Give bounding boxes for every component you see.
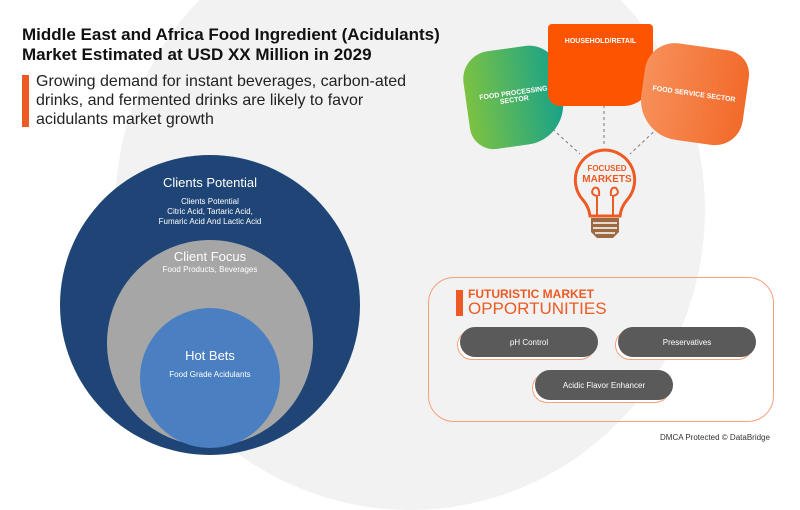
circle-detail: Food Grade Acidulants bbox=[169, 370, 251, 379]
accent-bar bbox=[22, 75, 29, 127]
opportunity-pill: Acidic Flavor Enhancer bbox=[535, 370, 673, 400]
markets-label: MARKETS bbox=[582, 174, 632, 185]
circle-heading: Clients Potential bbox=[163, 175, 257, 190]
opportunity-pill: Preservatives bbox=[618, 327, 756, 357]
market-household-retail: HOUSEHOLD/RETAIL bbox=[548, 24, 653, 106]
focused-label: FOCUSED bbox=[587, 164, 627, 173]
circle-heading: Hot Bets bbox=[185, 348, 235, 363]
opportunity-pill: pH Control bbox=[460, 327, 598, 357]
circle-heading: Client Focus bbox=[173, 249, 247, 264]
circle-detail: Food Products, Beverages bbox=[162, 265, 258, 274]
opportunities-title: FUTURISTIC MARKET bbox=[468, 287, 594, 301]
opportunities-subtitle: OPPORTUNITIES bbox=[468, 299, 607, 318]
hot-bets-circle: Hot Bets Food Grade Acidulants bbox=[140, 308, 280, 448]
circle-detail: Fumaric Acid And Lactic Acid bbox=[158, 217, 262, 226]
focused-markets-label: FOCUSED MARKETS bbox=[572, 163, 642, 185]
accent-bar bbox=[456, 290, 463, 316]
lightbulb-icon bbox=[573, 148, 637, 238]
circle-detail: Citric Acid, Tartaric Acid, bbox=[167, 207, 253, 216]
page-title: Middle East and Africa Food Ingredient (… bbox=[22, 25, 440, 64]
circle-detail: Clients Potential bbox=[181, 197, 239, 206]
footer-copyright: DMCA Protected © DataBridge bbox=[660, 433, 770, 442]
subtitle: Growing demand for instant beverages, ca… bbox=[36, 73, 406, 128]
opportunities-panel bbox=[428, 277, 774, 422]
